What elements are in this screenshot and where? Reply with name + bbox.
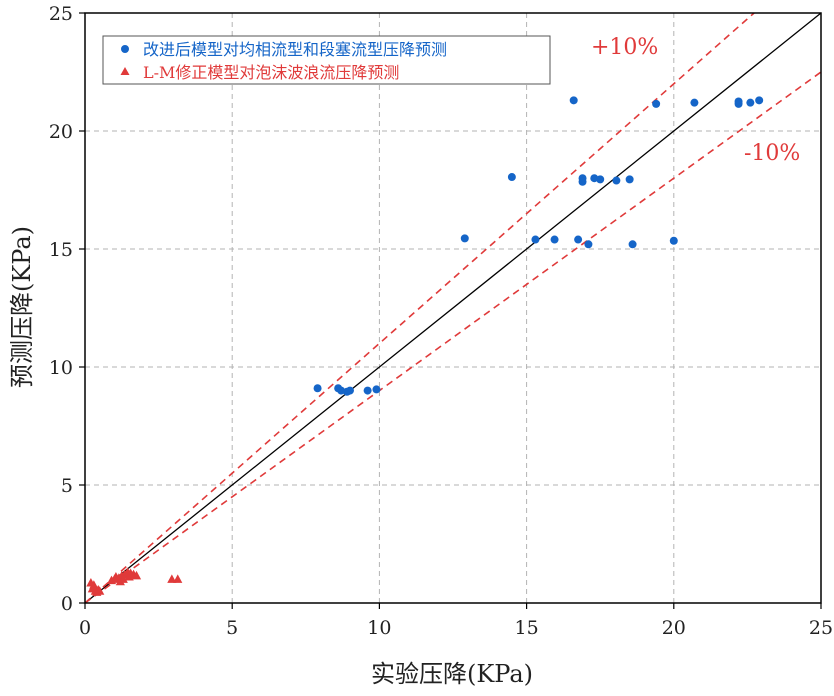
data-point-circle: [746, 98, 755, 107]
data-points: [86, 96, 764, 596]
y-axis-title: 预测压降(KPa): [8, 226, 36, 388]
legend-label-froth-wavy: L-M修正模型对泡沫波浪流压降预测: [143, 63, 399, 82]
y-tick-label: 25: [49, 3, 73, 25]
x-axis-title: 实验压降(KPa): [371, 660, 533, 688]
y-tick-label: 15: [49, 239, 73, 261]
reference-line-plus-10: [84, 12, 755, 604]
y-tick-label: 20: [49, 121, 73, 143]
minus-10-percent-label: -10%: [744, 141, 800, 166]
legend: 改进后模型对均相流型和段塞流型压降预测 L-M修正模型对泡沫波浪流压降预测: [102, 35, 551, 85]
x-tick-label: 5: [226, 617, 238, 639]
data-point-circle: [578, 177, 587, 186]
data-point-triangle: [167, 574, 177, 583]
data-point-circle: [612, 176, 621, 185]
data-point-circle: [669, 236, 678, 245]
data-point-circle: [755, 96, 764, 105]
grid-layer: [85, 13, 821, 603]
tick-labels: 0 5 10 15 20 25 0 5 10 15 20 25: [49, 3, 833, 639]
legend-marker-circle: [121, 45, 129, 53]
data-point-circle: [569, 96, 578, 105]
data-point-circle: [372, 385, 381, 394]
data-point-circle: [596, 175, 605, 184]
x-tick-label: 20: [662, 617, 686, 639]
y-tick-label: 5: [61, 475, 73, 497]
legend-label-homogeneous-slug: 改进后模型对均相流型和段塞流型压降预测: [143, 40, 447, 59]
data-point-triangle: [95, 586, 105, 595]
data-point-circle: [625, 175, 634, 184]
plot-frame: [84, 12, 822, 604]
data-point-triangle: [118, 574, 128, 583]
data-point-circle: [507, 173, 516, 182]
data-point-circle: [550, 235, 559, 244]
data-point-circle: [652, 99, 661, 108]
x-tick-label: 0: [79, 617, 91, 639]
data-point-circle: [734, 99, 743, 108]
y-tick-label: 0: [61, 593, 73, 615]
data-point-circle: [690, 98, 699, 107]
data-point-circle: [584, 240, 593, 249]
x-tick-label: 25: [809, 617, 833, 639]
reference-line-identity: [84, 12, 822, 604]
data-point-circle: [531, 235, 540, 244]
y-tick-label: 10: [49, 357, 73, 379]
data-point-circle: [628, 240, 637, 249]
x-tick-label: 10: [367, 617, 391, 639]
plus-10-percent-label: +10%: [591, 35, 658, 60]
data-point-circle: [345, 386, 354, 395]
data-point-triangle: [89, 580, 99, 589]
data-point-triangle: [173, 574, 183, 583]
data-point-circle: [460, 234, 469, 243]
axes: [79, 12, 822, 609]
reference-line-minus-10: [84, 71, 822, 604]
legend-box: [102, 35, 551, 85]
reference-lines: [84, 12, 822, 604]
x-tick-label: 15: [515, 617, 539, 639]
legend-marker-triangle: [120, 67, 130, 75]
data-point-circle: [574, 235, 583, 244]
data-point-triangle: [131, 570, 142, 580]
data-point-circle: [363, 386, 372, 395]
data-point-circle: [313, 384, 322, 393]
